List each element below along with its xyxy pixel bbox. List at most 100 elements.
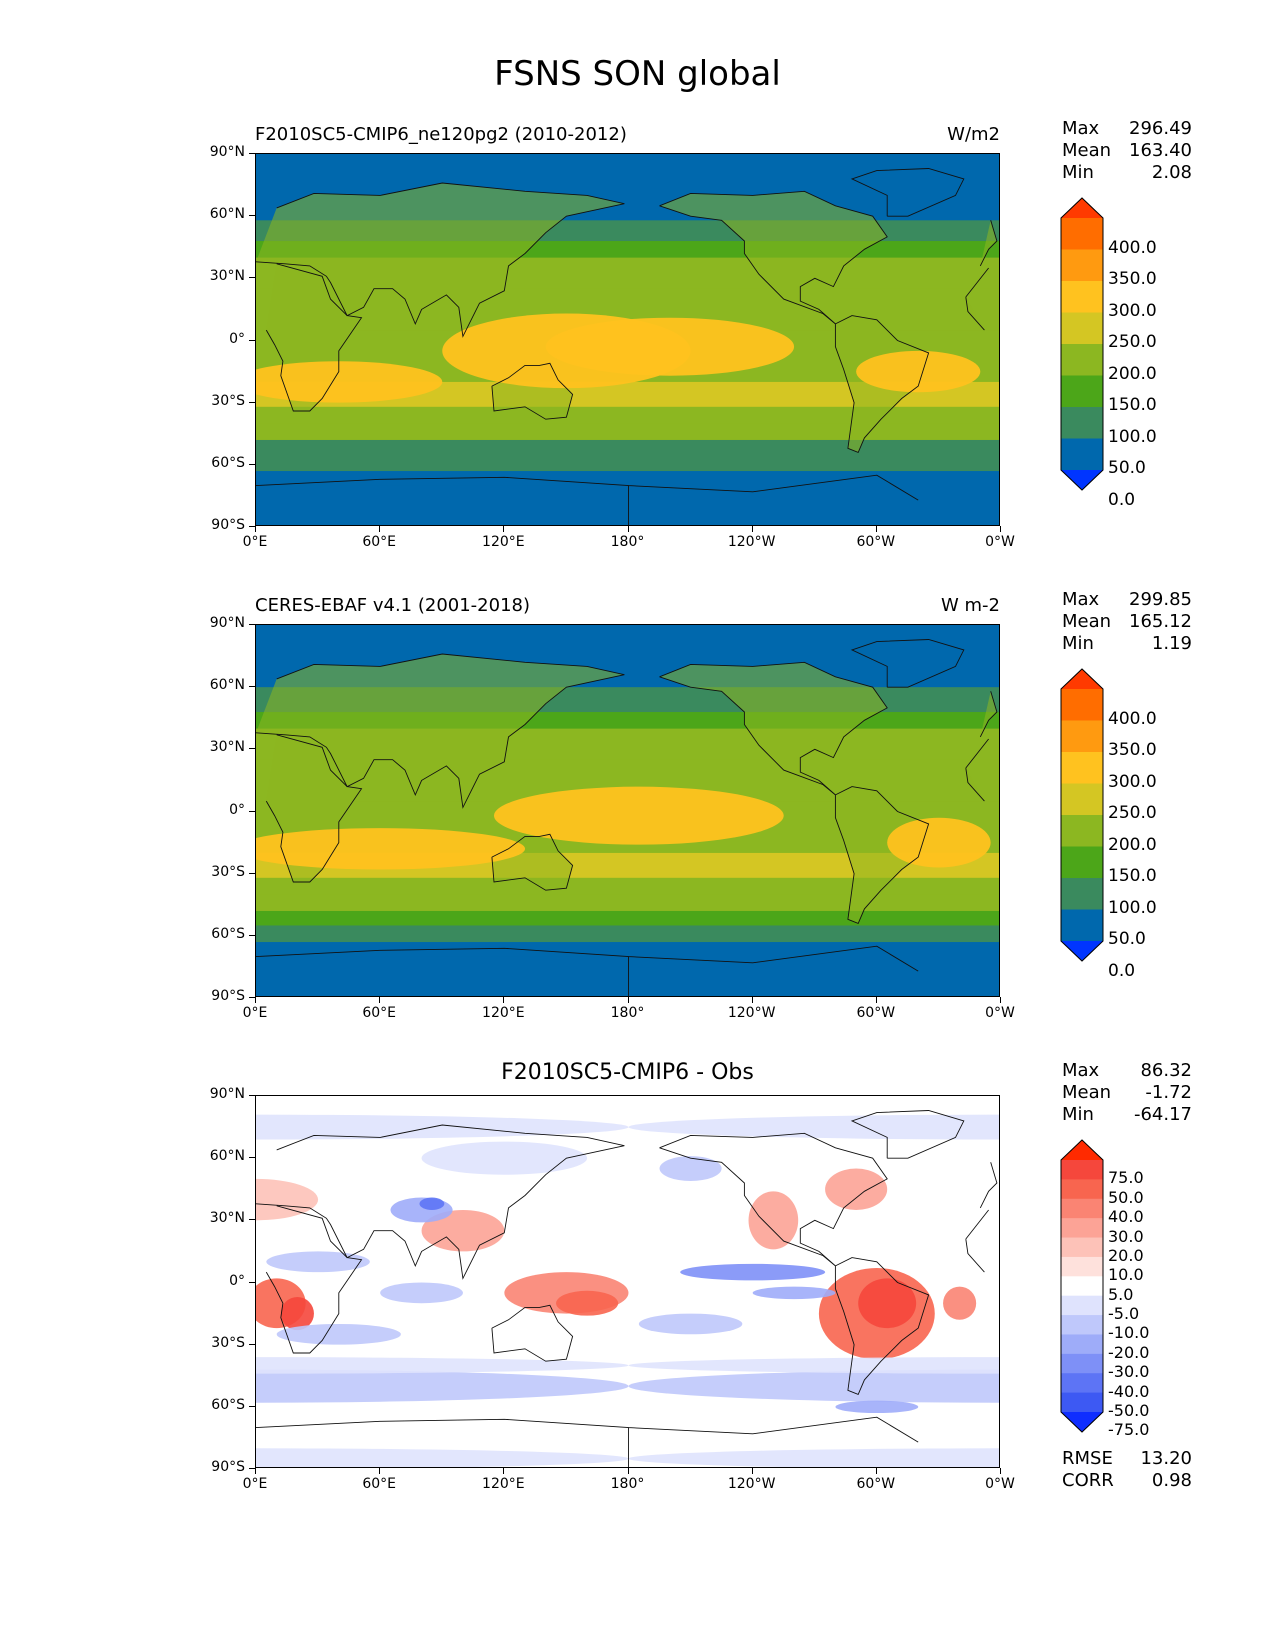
coastline-1 [265,263,989,412]
coastline-4 [491,362,574,420]
stat-label: Max [1062,1060,1100,1081]
colorbar-outline [1060,197,1104,491]
stats-box: Max 86.32 Mean -1.72 Min -64.17 [1062,1060,1192,1126]
anomaly-region-17 [276,1323,401,1345]
y-tick-label: 90°N [209,1086,245,1102]
colorbar-segment [1061,909,1103,942]
colorbar-label: 250.0 [1108,332,1157,352]
x-tick-mark [379,1468,381,1474]
coastline-6 [256,1416,919,1467]
coastline-3 [834,315,930,453]
colorbar-segment [1061,720,1103,753]
x-tick-mark [627,526,629,532]
y-tick-mark [249,401,255,403]
stat-value: 296.49 [1129,118,1192,139]
anomaly-region-12 [419,1197,445,1210]
anomaly-region-wrap-15 [628,1369,999,1403]
stat-row: Mean 165.12 [1062,611,1192,633]
colorbar-min-extend [1061,470,1103,490]
colorbar-label: 50.0 [1108,929,1146,949]
land-eurasia [256,183,997,337]
stat-row: Max 299.85 [1062,589,1192,611]
coastline-2 [659,1132,888,1267]
stat-value: -1.72 [1145,1082,1192,1103]
y-tick-label: 0° [229,801,245,818]
stat-value: 1.19 [1151,633,1192,654]
colorbar-label: -75.0 [1108,1420,1150,1440]
x-tick-label: 0°E [242,534,268,550]
y-tick-mark [249,624,255,625]
y-tick-mark [249,934,255,936]
colorbar-segment [1061,783,1103,816]
zonal-band-10 [256,925,999,943]
coastline-6 [256,474,919,525]
colorbar-label: 75.0 [1108,1168,1144,1188]
colorbar-label: 10.0 [1108,1265,1144,1285]
colorbar-label: -50.0 [1108,1401,1150,1420]
y-tick-mark [249,463,255,465]
page-title: FSNS SON global [494,54,781,94]
y-tick-label: 60°S [211,1396,245,1413]
anomaly-region-3 [280,1297,314,1331]
colorbar-segment [1061,1237,1103,1258]
anomaly-region-wrap-16 [628,1357,999,1374]
coastline-4 [491,833,574,891]
anomaly-region-23 [835,1400,919,1414]
x-tick-label: 0°E [242,1476,268,1492]
stat-row: Max 86.32 [1062,1060,1192,1082]
y-tick-mark [249,810,255,812]
stat-row: Mean -1.72 [1062,1082,1192,1104]
coastline-0 [256,1124,998,1280]
x-tick-mark [751,526,753,532]
y-tick-mark [249,339,255,341]
anomaly-region-7 [825,1168,888,1210]
panel-units: W m-2 [940,595,1000,616]
land-eurasia [256,654,997,808]
colorbar-min-extend [1061,1412,1103,1432]
colorbar-segment [1061,1179,1103,1200]
y-tick-label: 90°S [211,1459,245,1475]
coastline-5 [850,1110,965,1159]
anomaly-region-9 [256,1178,319,1221]
colorbar-max-extend [1061,198,1103,218]
anomaly-region-24 [380,1282,463,1304]
colorbar-label: -5.0 [1108,1304,1140,1324]
y-tick-label: 30°S [211,392,245,409]
anomaly-region-20 [256,1114,629,1140]
colorbar-segment [1061,1256,1103,1277]
colorbar-label: 350.0 [1108,740,1157,760]
anomaly-region-wrap-20 [628,1114,999,1140]
x-tick-label: 180° [610,1005,645,1021]
colorbar-label: 150.0 [1108,866,1157,886]
anomaly-region-wrap-25 [628,1448,999,1467]
colorbar-label: 300.0 [1108,300,1157,321]
x-tick-label: 60°E [362,534,396,550]
x-tick-mark [503,1468,505,1474]
colorbar-segment [1061,438,1103,471]
map-field [256,1096,999,1467]
colorbar-segment [1061,1160,1103,1180]
land-north-america [659,191,888,324]
colorbar-segment [1061,878,1103,911]
anomaly-region-19 [266,1251,370,1273]
stat-label: CORR [1062,1470,1114,1491]
coastline-5 [850,639,965,688]
colorbar-label: 50.0 [1108,1187,1144,1207]
y-tick-label: 90°N [209,615,245,631]
colorbar-label: -10.0 [1108,1323,1150,1343]
y-tick-label: 30°N [209,268,245,285]
colorbar-label: 50.0 [1108,458,1146,478]
land-north-america [659,662,888,795]
panel-units: W/m2 [947,124,1000,145]
high-flux-region-3 [856,350,981,393]
y-tick-mark [249,1219,255,1221]
x-tick-label: 60°W [856,1476,896,1492]
y-tick-mark [249,215,255,217]
stat-value: 0.98 [1151,1470,1192,1491]
colorbar-label: -30.0 [1108,1362,1150,1382]
stat-label: Max [1062,118,1100,139]
colorbar-label: 200.0 [1108,834,1157,855]
high-flux-region-1 [256,828,525,870]
colorbar-segment [1061,407,1103,440]
anomaly-region-13 [680,1263,826,1281]
